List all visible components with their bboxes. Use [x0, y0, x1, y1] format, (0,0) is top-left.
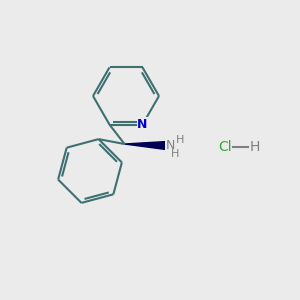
Text: N: N	[166, 139, 175, 152]
Polygon shape	[124, 142, 165, 149]
Text: H: H	[249, 140, 260, 154]
Text: H: H	[171, 149, 179, 159]
Text: H: H	[176, 135, 184, 145]
Text: Cl: Cl	[218, 140, 232, 154]
Text: N: N	[137, 118, 148, 131]
